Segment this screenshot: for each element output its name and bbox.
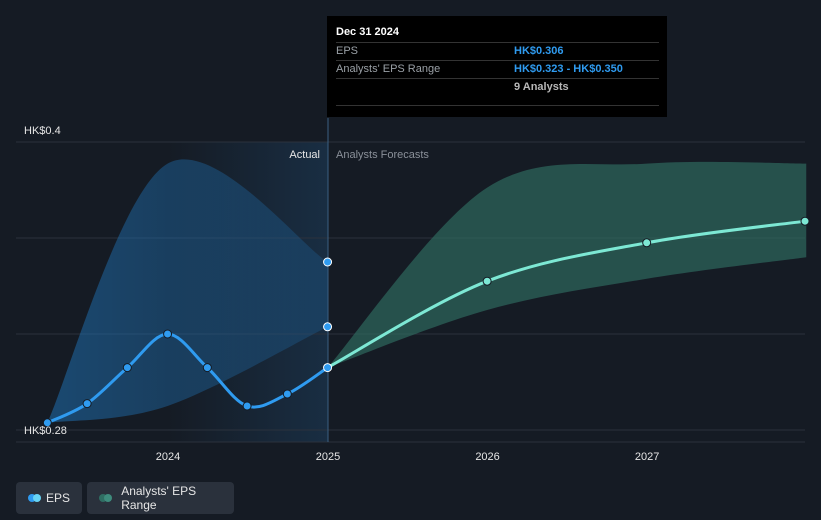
tooltip-label: EPS xyxy=(336,45,359,57)
range-endpoint-point xyxy=(323,257,333,267)
tooltip-date: Dec 31 2024 xyxy=(336,26,399,38)
eps-forecast-point xyxy=(642,238,652,248)
eps-point xyxy=(82,399,92,409)
actual-label: Actual xyxy=(289,149,320,161)
axis-labels: HK$0.4 HK$0.28 2024 2025 2026 2027 Actual Analy… xyxy=(24,125,659,463)
tooltip-row-range: Analysts' EPS Range HK$0.323 - HK$0.350 xyxy=(336,60,659,78)
eps-point xyxy=(282,389,292,399)
eps-point xyxy=(323,363,333,373)
eps-forecast-line xyxy=(326,219,807,370)
eps-point xyxy=(42,418,52,428)
range-endpoint-point xyxy=(323,322,333,332)
y-axis-label-bottom: HK$0.28 xyxy=(24,425,67,437)
forecast-label: Analysts Forecasts xyxy=(336,149,429,161)
eps-point xyxy=(122,363,132,373)
range-areas xyxy=(47,159,807,423)
tooltip-value: HK$0.306 xyxy=(514,45,564,57)
y-axis-label-top: HK$0.4 xyxy=(24,125,61,137)
tooltip-value: 9 Analysts xyxy=(514,81,569,93)
eps-points xyxy=(42,216,810,428)
legend-item-eps[interactable]: EPS xyxy=(16,482,82,514)
past-eps-range-area xyxy=(47,159,328,423)
range-legend-icon xyxy=(99,494,113,502)
tooltip-value: HK$0.323 - HK$0.350 xyxy=(514,63,623,75)
x-tick-label: 2024 xyxy=(156,451,180,463)
x-tick-label: 2027 xyxy=(635,451,659,463)
eps-point xyxy=(242,401,252,411)
tooltip-label: Analysts' EPS Range xyxy=(336,63,441,75)
eps-point xyxy=(202,363,212,373)
eps-forecast-point xyxy=(482,276,492,286)
tooltip-row-analysts: 9 Analysts xyxy=(336,78,659,106)
x-tick-label: 2025 xyxy=(316,451,340,463)
legend-item-range[interactable]: Analysts' EPS Range xyxy=(87,482,234,514)
eps-forecast-point xyxy=(800,216,810,226)
tooltip: Dec 31 2024 EPS HK$0.306 Analysts' EPS R… xyxy=(327,16,667,117)
tooltip-label xyxy=(336,79,514,105)
legend-label: EPS xyxy=(45,491,70,505)
eps-legend-icon xyxy=(28,494,41,502)
legend-label: Analysts' EPS Range xyxy=(121,484,197,512)
eps-point xyxy=(163,329,173,339)
x-tick-label: 2026 xyxy=(475,451,499,463)
forecast-eps-range-area xyxy=(327,161,807,368)
tooltip-row-eps: EPS HK$0.306 xyxy=(336,42,659,60)
